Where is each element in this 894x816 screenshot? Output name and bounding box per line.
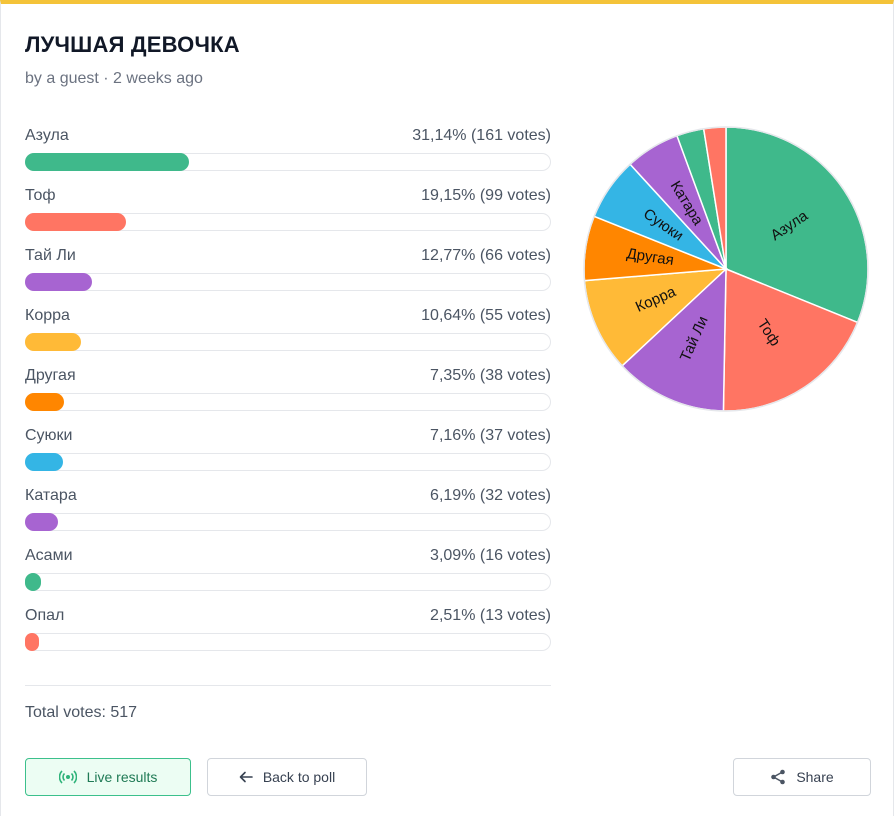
result-row: Тоф 19,15% (99 votes) <box>25 184 551 244</box>
result-row-header: Асами 3,09% (16 votes) <box>25 544 551 568</box>
share-button[interactable]: Share <box>733 758 871 796</box>
share-label: Share <box>796 769 834 785</box>
progress-fill <box>25 153 189 171</box>
option-label: Асами <box>25 547 73 564</box>
progress-fill <box>25 633 39 651</box>
result-row: Азула 31,14% (161 votes) <box>25 124 551 184</box>
share-icon <box>770 769 786 785</box>
option-percent: 3,09% (16 votes) <box>430 547 551 564</box>
progress-fill <box>25 453 63 471</box>
option-percent: 19,15% (99 votes) <box>421 187 551 204</box>
progress-track <box>25 513 551 531</box>
result-row-header: Суюки 7,16% (37 votes) <box>25 424 551 448</box>
option-percent: 7,35% (38 votes) <box>430 367 551 384</box>
option-label: Тоф <box>25 187 56 204</box>
progress-fill <box>25 273 93 291</box>
progress-fill <box>25 213 126 231</box>
option-label: Суюки <box>25 427 73 444</box>
result-row-header: Корра 10,64% (55 votes) <box>25 304 551 328</box>
result-row-header: Азула 31,14% (161 votes) <box>25 124 551 148</box>
option-label: Опал <box>25 607 65 624</box>
result-row-header: Тоф 19,15% (99 votes) <box>25 184 551 208</box>
option-percent: 10,64% (55 votes) <box>421 307 551 324</box>
option-percent: 12,77% (66 votes) <box>421 247 551 264</box>
result-row-header: Катара 6,19% (32 votes) <box>25 484 551 508</box>
result-row-header: Тай Ли 12,77% (66 votes) <box>25 244 551 268</box>
progress-track <box>25 633 551 651</box>
divider <box>25 685 551 686</box>
result-row: Опал 2,51% (13 votes) <box>25 604 551 664</box>
back-to-poll-button[interactable]: Back to poll <box>207 758 367 796</box>
pie-slice-label: Другая <box>626 245 675 269</box>
progress-track <box>25 273 551 291</box>
total-votes: Total votes: 517 <box>25 704 138 721</box>
progress-fill <box>25 393 64 411</box>
arrow-left-icon <box>239 771 253 783</box>
result-row: Катара 6,19% (32 votes) <box>25 484 551 544</box>
option-label: Катара <box>25 487 77 504</box>
progress-track <box>25 213 551 231</box>
progress-fill <box>25 333 81 351</box>
progress-track <box>25 153 551 171</box>
result-row: Тай Ли 12,77% (66 votes) <box>25 244 551 304</box>
pie-outline <box>583 126 869 412</box>
option-percent: 7,16% (37 votes) <box>430 427 551 444</box>
progress-track <box>25 453 551 471</box>
option-label: Тай Ли <box>25 247 76 264</box>
progress-fill <box>25 513 58 531</box>
result-row: Суюки 7,16% (37 votes) <box>25 424 551 484</box>
live-results-button[interactable]: Live results <box>25 758 191 796</box>
option-percent: 2,51% (13 votes) <box>430 607 551 624</box>
option-label: Корра <box>25 307 70 324</box>
result-row: Другая 7,35% (38 votes) <box>25 364 551 424</box>
progress-track <box>25 573 551 591</box>
result-row-header: Другая 7,35% (38 votes) <box>25 364 551 388</box>
result-row: Асами 3,09% (16 votes) <box>25 544 551 604</box>
option-percent: 31,14% (161 votes) <box>412 127 551 144</box>
option-percent: 6,19% (32 votes) <box>430 487 551 504</box>
result-row-header: Опал 2,51% (13 votes) <box>25 604 551 628</box>
progress-track <box>25 393 551 411</box>
progress-track <box>25 333 551 351</box>
back-to-poll-label: Back to poll <box>262 769 336 785</box>
progress-fill <box>25 573 42 591</box>
live-results-label: Live results <box>86 769 158 785</box>
result-row: Корра 10,64% (55 votes) <box>25 304 551 364</box>
option-label: Другая <box>25 367 76 384</box>
results-list: Азула 31,14% (161 votes) Тоф 19,15% (99 vot… <box>25 124 551 664</box>
poll-meta: by a guest · 2 weeks ago <box>25 70 203 87</box>
broadcast-icon <box>58 770 77 784</box>
option-label: Азула <box>25 127 69 144</box>
poll-title: ЛУЧШАЯ ДЕВОЧКА <box>25 32 240 57</box>
